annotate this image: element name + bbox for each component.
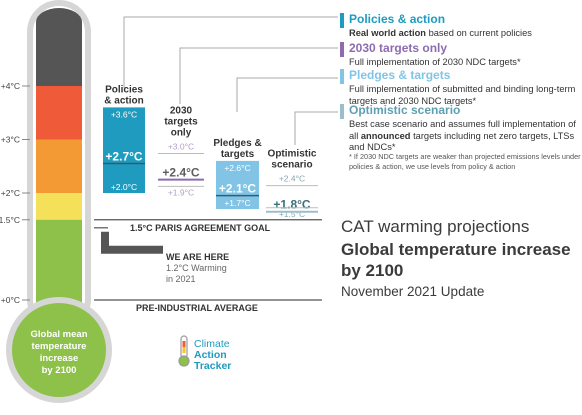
logo-line-1: Climate [194,338,230,350]
legend-desc: Real world action based on current polic… [349,28,579,40]
logo-thermometer-fill-red [182,341,186,347]
scenario-name: targets [164,117,198,128]
connector-optimistic [294,111,338,145]
scenario-name: scenario [271,160,312,171]
bar-high-label: +3.6°C [111,109,137,119]
thermometer-band-1 [36,86,82,140]
scenario-name: 2030 [170,106,193,117]
legend-title: Optimistic scenario [349,103,461,117]
bulb-label-line-1: Global mean [30,329,87,340]
y-tick-label: +4°C [1,81,20,91]
bulb-label-line-4: by 2100 [42,365,77,376]
we-are-here-sub-2: in 2021 [166,274,196,284]
cat-logo [178,335,190,367]
reference-lines: 1.5°C PARIS AGREEMENT GOAL PRE-INDUSTRIA… [94,219,322,313]
legend-title: 2030 targets only [349,41,448,55]
legend-swatch [340,13,344,28]
legend-desc-bold: Real world action [349,28,426,38]
y-axis-ticks: +4°C +3°C +2°C +1.5°C +0°C [0,81,30,305]
bar-low-label: +1.7°C [224,198,250,208]
thermometer: Global mean temperature increase by 2100 [6,0,112,403]
legend-connectors [123,16,338,145]
scenario-name: only [171,128,192,139]
bar-low-label: +1.9°C [168,187,194,197]
connector-policies [123,16,338,88]
logo-thermometer-bulb [178,355,190,367]
scenario-bars: +3.6°C +2.0°C +2.7°C Policies& action +3.0°C… [103,84,318,219]
thermometer-bulb [6,297,112,403]
logo-thermometer-fill-yellow [182,347,186,353]
bar-high-label: +2.4°C [279,174,305,184]
bulb-label-line-3: increase [40,353,79,364]
thermometer-cap [36,8,82,36]
y-tick-label: +1.5°C [0,215,20,225]
legend-swatch [340,69,344,84]
legend-desc-text: based on current policies [425,28,532,38]
scenario-name: Policies [105,84,143,95]
paris-goal-label: 1.5°C PARIS AGREEMENT GOAL [130,223,271,233]
bar-central-label: +2.4°C [162,166,199,180]
logo-line-3: Tracker [194,360,232,372]
footnote: * If 2030 NDC targets are weaker than pr… [349,152,581,171]
legend-title: Policies & action [349,12,446,26]
legend-title: Pledges & targets [349,68,451,82]
scenario-name: Pledges & [213,138,261,149]
we-are-here-sub-1: 1.2°C Warming [166,263,227,273]
scenario-name: Optimistic [268,149,317,160]
headline-title: CAT warming projections [341,217,530,236]
headline-date: November 2021 Update [341,284,485,299]
logo-line-2: Action [194,349,227,361]
legend-swatch [340,42,344,57]
thermometer-band-3 [36,193,82,220]
connector-2030 [179,47,338,104]
legend-desc: Best case scenario and assumes full impl… [349,119,579,154]
y-tick-label: +2°C [1,188,20,198]
we-are-here-arrow [101,231,163,254]
preindustrial-label: PRE-INDUSTRIAL AVERAGE [136,303,258,313]
legend-desc: Full implementation of 2030 NDC targets* [349,57,521,67]
bar-central-label: +2.1°C [219,182,256,196]
bulb-label-line-2: temperature [32,341,87,352]
bar-high-label: +2.6°C [224,163,250,173]
scenario-name: & action [104,95,143,106]
we-are-here-label: WE ARE HERE [166,252,229,262]
bar-low-label: +1.5°C [279,209,305,219]
bar-low-label: +2.0°C [111,182,137,192]
cat-logo-text: Climate Action Tracker [194,339,231,372]
bar-range [103,107,145,193]
legend-desc-bold: announced [360,130,411,141]
scenario-name: targets [221,149,255,160]
thermometer-band-4 [36,219,82,300]
bar-range [216,160,259,210]
y-tick-label: +0°C [1,295,20,305]
legend-desc: Full implementation of submitted and bin… [349,84,576,106]
legend-swatch [340,104,344,119]
legend-desc-pre: Best case scenario and assumes full impl… [349,119,576,141]
bar-high-label: +3.0°C [168,142,194,152]
y-tick-label: +3°C [1,135,20,145]
thermometer-bands [36,8,82,330]
connector-pledges [236,77,338,112]
thermometer-band-2 [36,139,82,193]
headline-subtitle: Global temperature increase by 2100 [341,240,571,280]
bar-central-label: +2.7°C [105,150,142,164]
legend-desc-text: targets including net zero targets, LTSs… [349,130,575,153]
bar-central-label: +1.8°C [273,198,310,212]
